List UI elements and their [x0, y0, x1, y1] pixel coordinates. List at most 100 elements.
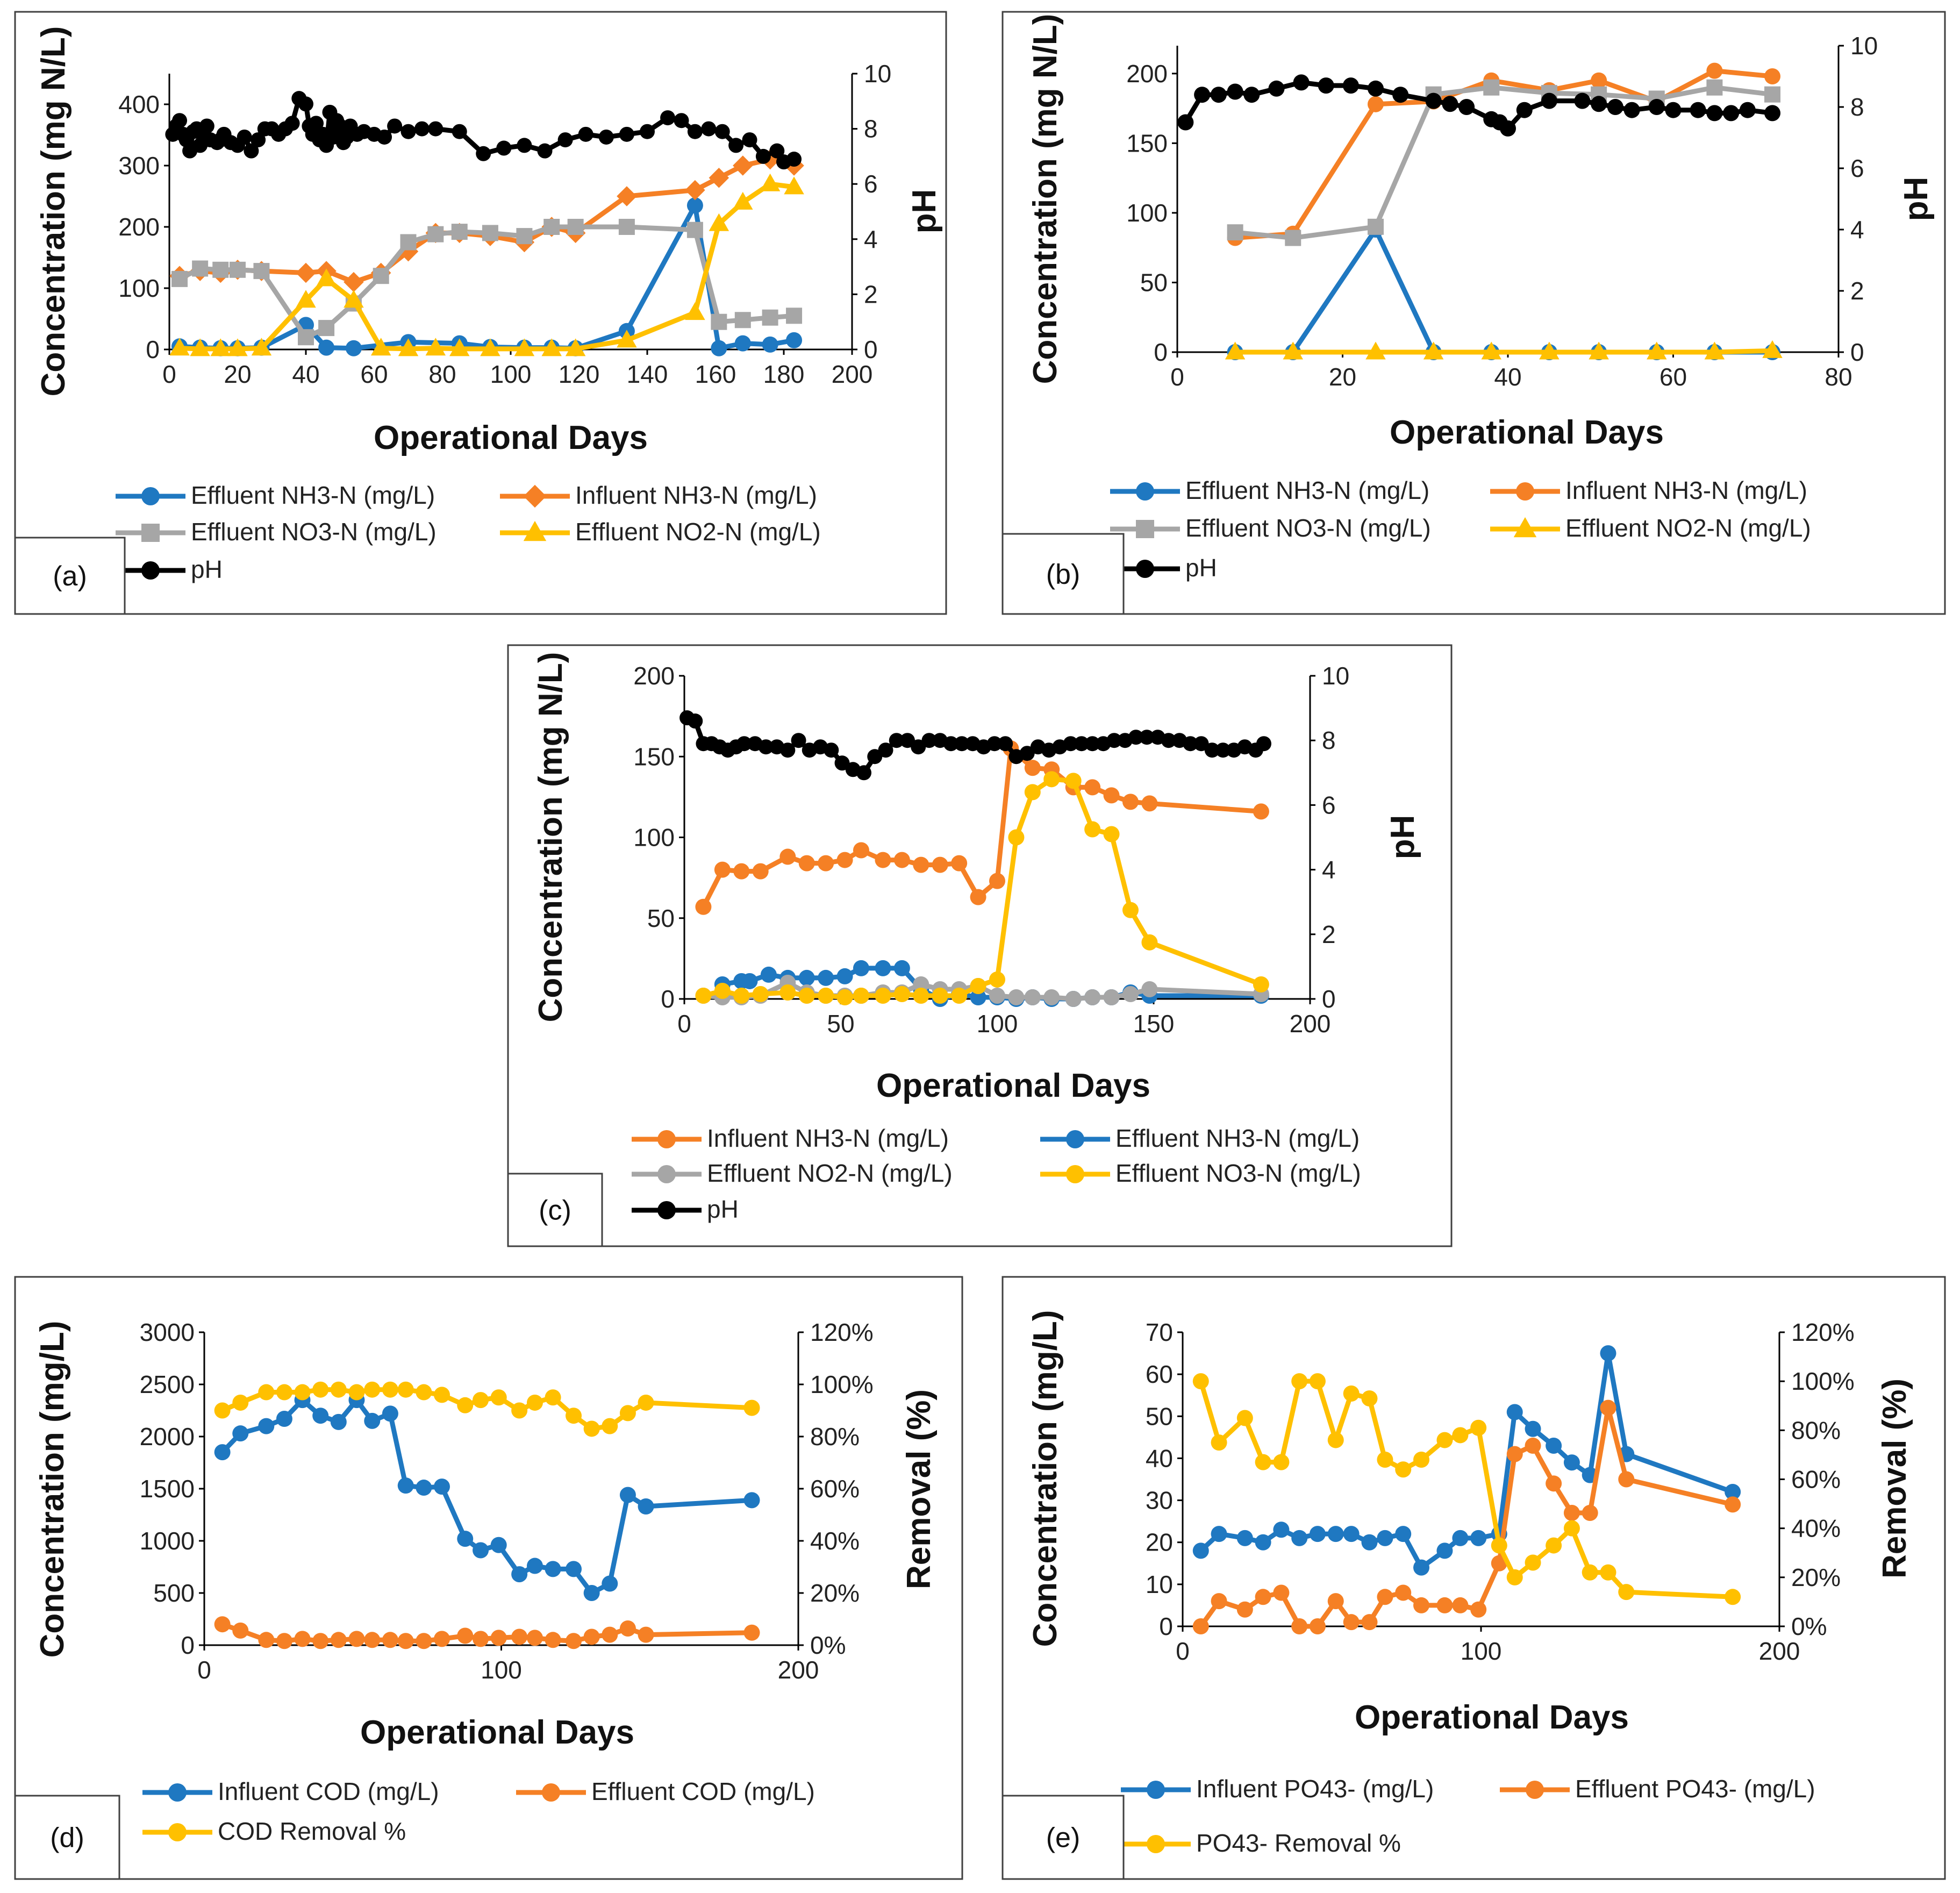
data-point — [736, 736, 752, 752]
data-point — [1413, 1559, 1429, 1576]
x-tick-label: 0 — [197, 1656, 211, 1684]
data-point — [1600, 1564, 1616, 1581]
data-point — [232, 1394, 249, 1411]
data-point — [743, 1624, 760, 1641]
x-tick-label: 60 — [1659, 363, 1687, 391]
x-tick-label: 100 — [481, 1656, 522, 1684]
x-tick-label: 100 — [977, 1010, 1018, 1038]
legend-label: COD Removal % — [218, 1817, 406, 1845]
legend-label: Effluent NH3-N (mg/L) — [191, 481, 435, 509]
data-point — [1008, 989, 1025, 1005]
x-tick-label: 80 — [1825, 363, 1852, 391]
data-point — [1141, 934, 1158, 951]
data-point — [171, 270, 188, 287]
data-point — [199, 118, 214, 134]
data-point — [397, 1633, 414, 1649]
y2-tick-label: 10 — [1850, 32, 1878, 60]
legend-marker — [657, 1130, 676, 1148]
data-point — [1589, 341, 1609, 360]
data-point — [686, 197, 703, 214]
data-point — [786, 308, 803, 324]
y-tick-label: 100 — [118, 274, 160, 302]
data-point — [853, 960, 869, 976]
legend-marker — [1066, 1130, 1084, 1148]
x-tick-label: 50 — [827, 1010, 854, 1038]
x-tick-label: 0 — [162, 360, 176, 388]
legend-marker — [141, 561, 160, 580]
data-point — [1043, 989, 1060, 1005]
data-point — [1309, 1526, 1326, 1542]
data-point — [1122, 902, 1139, 918]
data-point — [344, 272, 364, 292]
legend-entry: Effluent NH3-N (mg/L) — [116, 481, 435, 509]
y2-tick-label: 6 — [1850, 154, 1864, 182]
data-point — [951, 987, 968, 1004]
data-point — [1483, 79, 1500, 96]
y-tick-label: 100 — [633, 824, 675, 852]
data-point — [970, 889, 986, 905]
legend-entry: Effluent PO43- (mg/L) — [1500, 1775, 1815, 1803]
legend-marker — [141, 487, 160, 505]
data-point — [911, 739, 926, 755]
data-point — [1764, 105, 1780, 122]
data-point — [784, 176, 804, 195]
series-effluent-po43-mg-l — [1192, 1399, 1741, 1634]
data-point — [836, 968, 853, 984]
data-point — [932, 856, 948, 873]
data-point — [364, 1412, 381, 1429]
y2-tick-label: 100% — [1791, 1367, 1855, 1395]
series-line — [1235, 85, 1773, 241]
data-point — [373, 268, 389, 284]
data-point — [214, 1444, 231, 1461]
data-point — [709, 168, 729, 188]
data-point — [734, 335, 751, 352]
data-point — [1541, 92, 1557, 109]
data-point — [232, 1425, 249, 1442]
data-point — [1436, 1542, 1453, 1559]
y-tick-label: 0 — [146, 335, 160, 363]
data-point — [1723, 105, 1740, 122]
y-tick-label: 400 — [118, 90, 160, 118]
data-point — [490, 1537, 507, 1553]
data-point — [416, 1384, 432, 1401]
data-point — [1084, 821, 1101, 838]
data-point — [989, 873, 1005, 889]
data-point — [482, 225, 498, 241]
series-ph — [1177, 74, 1780, 137]
data-point — [733, 863, 750, 880]
data-point — [687, 124, 703, 139]
data-point — [557, 132, 573, 148]
data-point — [638, 1626, 654, 1643]
x-axis-title: Operational Days — [1355, 1699, 1629, 1736]
data-point — [818, 987, 834, 1004]
legend-label: Effluent NO3-N (mg/L) — [191, 518, 437, 546]
legend-entry: Effluent NO3-N (mg/L) — [1040, 1159, 1361, 1187]
data-point — [312, 1408, 329, 1424]
y2-tick-label: 100% — [810, 1370, 874, 1398]
data-point — [1227, 83, 1243, 100]
data-point — [617, 186, 637, 206]
data-point — [1285, 230, 1301, 246]
y2-tick-label: 4 — [1322, 856, 1336, 884]
data-point — [1361, 1390, 1378, 1407]
data-point — [434, 1387, 450, 1403]
series-effluent-no2-n-mg-l — [1225, 340, 1783, 360]
data-point — [511, 1402, 528, 1419]
legend-marker — [523, 520, 547, 541]
data-point — [1395, 1526, 1412, 1542]
data-point — [294, 1384, 311, 1401]
y-tick-label: 0 — [661, 985, 675, 1013]
data-point — [1546, 1475, 1562, 1492]
data-point — [526, 1630, 543, 1646]
legend-entry: Effluent COD (mg/L) — [516, 1777, 815, 1805]
data-point — [1361, 1614, 1378, 1631]
data-point — [1309, 1618, 1326, 1634]
y2-tick-label: 20% — [810, 1579, 860, 1607]
y-tick-label: 1000 — [140, 1527, 195, 1555]
data-point — [457, 1397, 474, 1413]
y2-tick-label: 4 — [1850, 216, 1864, 244]
data-point — [1063, 736, 1078, 752]
data-point — [344, 290, 364, 308]
data-point — [345, 340, 362, 356]
y2-tick-label: 8 — [864, 115, 878, 143]
